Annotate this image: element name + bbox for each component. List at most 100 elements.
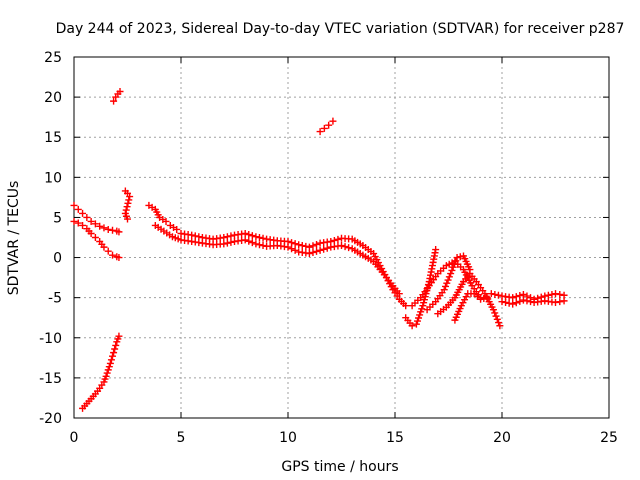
chart-title: Day 244 of 2023, Sidereal Day-to-day VTE… [56, 21, 625, 37]
data-point [105, 363, 113, 371]
data-point [443, 279, 451, 287]
y-axis-label: SDTVAR / TECUs [6, 181, 22, 296]
data-point [415, 314, 423, 322]
data-point [418, 305, 426, 313]
series-early-mid [70, 217, 123, 262]
series-main-band-lower [151, 221, 403, 298]
data-point [527, 298, 535, 306]
data-point [323, 244, 331, 252]
series-late-5 [451, 290, 491, 324]
data-point [491, 290, 499, 298]
data-point [449, 263, 457, 271]
x-tick-label: 25 [600, 430, 618, 446]
data-point [492, 312, 500, 320]
data-point [125, 196, 133, 204]
y-tick-label: -5 [48, 291, 62, 307]
data-point [320, 124, 328, 132]
data-point [313, 247, 321, 255]
data-point [445, 273, 453, 281]
data-point [516, 292, 524, 300]
data-point [288, 239, 296, 247]
data-point [102, 372, 110, 380]
data-point [493, 315, 501, 323]
x-tick-label: 15 [386, 430, 404, 446]
data-point [107, 356, 115, 364]
data-point [341, 243, 349, 251]
data-point [116, 87, 124, 95]
data-point [223, 239, 231, 247]
y-tick-label: 0 [53, 251, 62, 267]
data-point [123, 203, 131, 211]
data-point [291, 246, 299, 254]
x-tick-label: 5 [177, 430, 186, 446]
data-point [325, 121, 333, 129]
data-point [259, 234, 267, 242]
data-point [104, 366, 112, 374]
data-point [220, 234, 228, 241]
data-point [408, 322, 416, 330]
data-point [104, 225, 112, 233]
data-point [548, 290, 556, 298]
data-point [316, 246, 324, 254]
x-tick-label: 0 [70, 430, 79, 446]
data-point [111, 345, 119, 353]
data-point [227, 232, 235, 240]
data-point [223, 233, 231, 241]
data-point [103, 369, 111, 377]
data-point [104, 247, 112, 255]
y-tick-label: -20 [39, 411, 62, 427]
data-point [345, 244, 353, 252]
data-point [509, 294, 517, 302]
data-point [512, 293, 520, 301]
data-point [115, 332, 123, 340]
data-point [480, 294, 488, 302]
series-late-flat-2 [498, 296, 568, 308]
data-point [302, 242, 310, 250]
y-tick-labels: -20 -15 -10 -5 0 5 10 15 20 25 [39, 50, 62, 427]
data-point [109, 251, 117, 259]
data-point [498, 298, 506, 306]
data-point [413, 317, 421, 325]
data-point [241, 236, 249, 244]
data-point [444, 276, 452, 284]
data-point [442, 282, 450, 290]
data-point [220, 240, 228, 248]
x-axis-label: GPS time / hours [281, 459, 398, 475]
data-point [284, 243, 292, 251]
data-point [227, 238, 235, 246]
data-point [544, 291, 552, 299]
data-point [83, 213, 91, 221]
data-point [448, 266, 456, 274]
data-point [338, 242, 345, 250]
data-point [106, 359, 114, 367]
y-tick-label: -10 [39, 331, 62, 347]
data-point [255, 241, 263, 249]
data-point [402, 302, 410, 310]
data-point [412, 320, 420, 328]
series-main-band [145, 201, 410, 310]
data-point [162, 217, 170, 225]
data-point [87, 229, 95, 237]
series-early-upper [70, 201, 123, 236]
data-point [245, 231, 253, 239]
data-point [330, 236, 338, 244]
data-point [298, 242, 306, 250]
series-high-arc-12h [316, 117, 337, 136]
data-point [124, 215, 131, 223]
data-point [495, 319, 503, 327]
data-point [87, 217, 95, 225]
data-point [74, 205, 82, 213]
data-point [126, 193, 134, 201]
data-point [305, 250, 313, 258]
data-point [91, 220, 99, 228]
data-point [255, 234, 263, 241]
series-late-4 [434, 270, 504, 330]
data-point [110, 97, 118, 105]
series-late-1 [402, 246, 440, 330]
data-point [248, 239, 256, 247]
data-point [100, 243, 108, 251]
data-point [241, 229, 249, 237]
data-point [450, 260, 458, 268]
data-point [252, 233, 260, 241]
